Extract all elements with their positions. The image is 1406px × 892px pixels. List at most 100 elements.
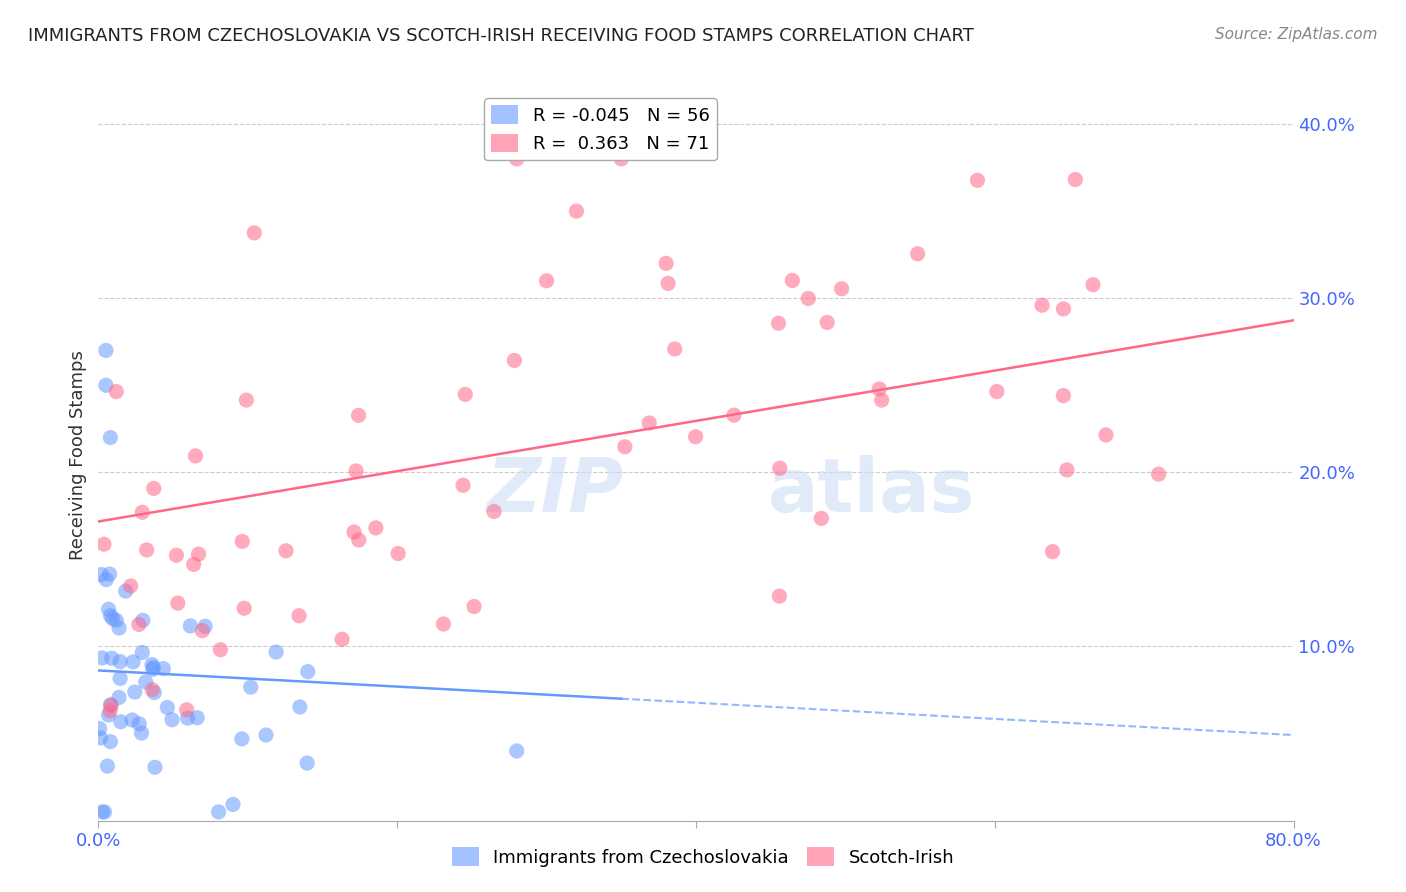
- Point: [165, 548, 187, 562]
- Point: [141, 682, 163, 697]
- Point: [132, 613, 155, 627]
- Point: [723, 408, 745, 422]
- Point: [121, 713, 143, 727]
- Point: [105, 613, 128, 627]
- Point: [98, 704, 121, 718]
- Point: [108, 655, 131, 669]
- Point: [344, 464, 367, 478]
- Point: [176, 711, 198, 725]
- Point: [664, 342, 686, 356]
- Point: [222, 797, 245, 812]
- Point: [114, 584, 136, 599]
- Point: [482, 504, 505, 518]
- Point: [235, 393, 257, 408]
- Point: [124, 685, 146, 699]
- Point: [160, 713, 183, 727]
- Point: [108, 690, 131, 705]
- Point: [295, 756, 318, 770]
- Point: [782, 273, 804, 287]
- Point: [347, 533, 370, 547]
- Point: [343, 524, 366, 539]
- Point: [239, 680, 262, 694]
- Point: [503, 353, 526, 368]
- Point: [94, 343, 117, 358]
- Point: [120, 579, 142, 593]
- Point: [142, 660, 165, 674]
- Point: [100, 608, 122, 623]
- Point: [91, 805, 114, 819]
- Point: [986, 384, 1008, 399]
- Point: [831, 282, 853, 296]
- Point: [330, 632, 353, 647]
- Point: [98, 567, 121, 582]
- Text: atlas: atlas: [768, 455, 974, 528]
- Point: [131, 726, 153, 740]
- Point: [191, 624, 214, 638]
- Point: [142, 662, 165, 676]
- Point: [797, 292, 820, 306]
- Point: [565, 204, 588, 219]
- Point: [274, 543, 297, 558]
- Point: [89, 722, 111, 736]
- Point: [1052, 389, 1074, 403]
- Point: [91, 651, 114, 665]
- Point: [454, 387, 477, 401]
- Point: [233, 601, 256, 615]
- Point: [1031, 298, 1053, 312]
- Point: [98, 430, 122, 444]
- Point: [506, 744, 529, 758]
- Point: [90, 567, 112, 582]
- Point: [207, 805, 229, 819]
- Text: Source: ZipAtlas.com: Source: ZipAtlas.com: [1215, 27, 1378, 42]
- Point: [131, 645, 153, 659]
- Point: [93, 537, 115, 551]
- Point: [463, 599, 485, 614]
- Point: [231, 534, 253, 549]
- Point: [655, 256, 678, 270]
- Point: [143, 760, 166, 774]
- Point: [89, 731, 111, 745]
- Point: [135, 543, 157, 558]
- Point: [108, 671, 131, 685]
- Point: [364, 521, 387, 535]
- Point: [100, 698, 122, 712]
- Point: [100, 651, 122, 665]
- Point: [288, 608, 311, 623]
- Point: [166, 596, 188, 610]
- Point: [186, 711, 208, 725]
- Point: [264, 645, 287, 659]
- Point: [810, 511, 832, 525]
- Point: [156, 700, 179, 714]
- Point: [1081, 277, 1104, 292]
- Point: [110, 714, 132, 729]
- Point: [122, 655, 145, 669]
- Point: [231, 731, 253, 746]
- Point: [638, 416, 661, 430]
- Point: [297, 665, 319, 679]
- Point: [769, 461, 792, 475]
- Point: [536, 274, 558, 288]
- Point: [152, 662, 174, 676]
- Point: [1064, 172, 1087, 186]
- Point: [209, 642, 232, 657]
- Point: [610, 152, 633, 166]
- Point: [1147, 467, 1170, 482]
- Point: [1052, 301, 1074, 316]
- Point: [613, 440, 636, 454]
- Point: [183, 558, 205, 572]
- Point: [101, 612, 124, 626]
- Point: [179, 619, 201, 633]
- Point: [768, 589, 790, 603]
- Point: [288, 700, 311, 714]
- Point: [94, 378, 117, 392]
- Point: [176, 703, 198, 717]
- Point: [93, 805, 115, 819]
- Point: [1056, 463, 1078, 477]
- Point: [108, 621, 131, 635]
- Point: [184, 449, 207, 463]
- Point: [432, 617, 454, 632]
- Text: IMMIGRANTS FROM CZECHOSLOVAKIA VS SCOTCH-IRISH RECEIVING FOOD STAMPS CORRELATION: IMMIGRANTS FROM CZECHOSLOVAKIA VS SCOTCH…: [28, 27, 974, 45]
- Point: [506, 152, 529, 166]
- Point: [97, 602, 120, 616]
- Point: [387, 547, 409, 561]
